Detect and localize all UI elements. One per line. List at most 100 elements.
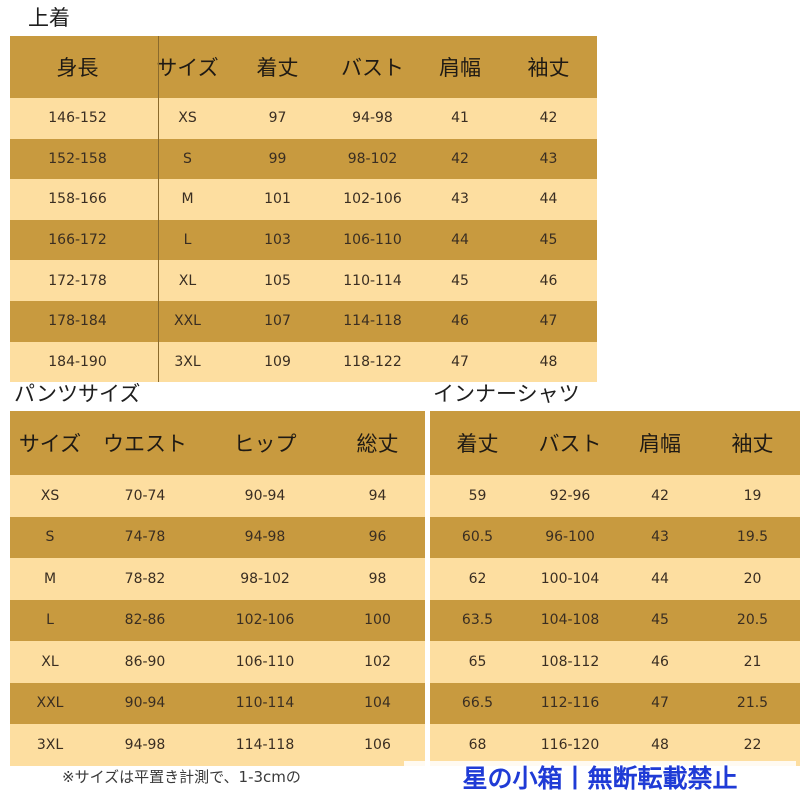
table-cell: 112-116	[540, 695, 600, 712]
jacket-header-cell: サイズ	[156, 56, 219, 80]
table-cell: 21	[743, 653, 762, 670]
table-cell: 45	[451, 272, 469, 289]
table-row: S 74-78 94-98 96	[10, 516, 425, 558]
table-row: 146-152 XS 97 94-98 41 42	[10, 98, 597, 139]
jacket-header-row: 身長 サイズ 着丈 バスト 肩幅 袖丈	[10, 36, 597, 98]
table-cell: 78-82	[124, 570, 166, 587]
table-cell: 94	[368, 487, 387, 504]
table-cell: 59	[468, 487, 487, 504]
table-cell: 104	[364, 695, 391, 712]
table-cell: 43	[539, 150, 558, 167]
table-row: XS 70-74 90-94 94	[10, 475, 425, 517]
pants-header-row: サイズ ウエスト ヒップ 総丈	[10, 411, 425, 475]
table-cell: 98-102	[347, 150, 398, 167]
table-cell: 94-98	[352, 110, 393, 127]
table-cell: 47	[539, 313, 558, 330]
table-cell: 102-106	[235, 612, 295, 629]
table-cell: M	[43, 570, 57, 587]
table-cell: 3XL	[174, 353, 201, 370]
table-cell: 60.5	[461, 529, 494, 546]
table-cell: 105	[264, 272, 291, 289]
table-cell: 110-114	[235, 695, 295, 712]
table-row: 152-158 S 99 98-102 42 43	[10, 138, 597, 180]
table-cell: 46	[651, 653, 669, 670]
watermark-text: 星の小箱丨無断転載禁止	[404, 761, 796, 793]
jacket-header-cell: 着丈	[256, 56, 299, 80]
table-cell: 103	[264, 232, 291, 249]
table-cell: S	[45, 529, 55, 546]
table-row: XL 86-90 106-110 102	[10, 641, 425, 683]
table-cell: 90-94	[244, 487, 286, 504]
table-cell: 90-94	[124, 695, 166, 712]
table-cell: 158-166	[48, 191, 107, 208]
table-cell: 41	[451, 110, 469, 127]
table-cell: 45	[651, 612, 669, 629]
table-cell: 45	[539, 232, 558, 249]
table-cell: 96-100	[545, 529, 595, 546]
table-cell: 96	[368, 529, 387, 546]
table-row: 65 108-112 46 21	[430, 641, 800, 683]
table-row: XXL 90-94 110-114 104	[10, 682, 425, 724]
column-divider	[158, 36, 159, 383]
table-cell: 106	[364, 736, 391, 753]
table-cell: 20.5	[736, 612, 769, 629]
table-cell: 42	[451, 150, 469, 167]
pants-size-table: サイズ ウエスト ヒップ 総丈 XS 70-74 90-94 94 S 74-78 94-98 96 M…	[10, 411, 425, 766]
table-row: 60.5 96-100 43 19.5	[430, 516, 800, 558]
table-cell: 43	[451, 191, 469, 208]
table-cell: 110-114	[343, 272, 402, 289]
table-cell: 152-158	[48, 150, 107, 167]
pants-header-cell: ヒップ	[233, 432, 297, 456]
table-cell: XXL	[174, 313, 201, 330]
table-cell: 82-86	[124, 612, 166, 629]
table-cell: 86-90	[124, 653, 166, 670]
table-cell: 100-104	[540, 570, 600, 587]
table-cell: 48	[539, 353, 558, 370]
table-cell: L	[183, 232, 192, 249]
table-cell: 22	[743, 736, 762, 753]
table-cell: 100	[364, 612, 391, 629]
pants-header-cell: ウエスト	[103, 432, 187, 456]
table-cell: 166-172	[48, 232, 107, 249]
jacket-header-cell: バスト	[341, 56, 404, 80]
footer-note: ※サイズは平置き計測で、1-3cmの	[62, 768, 301, 786]
table-cell: 46	[451, 313, 469, 330]
jacket-header-cell: 肩幅	[439, 56, 481, 80]
table-cell: 97	[268, 110, 287, 127]
table-cell: 106-110	[343, 232, 402, 249]
inner-header-cell: 着丈	[456, 432, 499, 456]
table-row: 172-178 XL 105 110-114 45 46	[10, 260, 597, 301]
jacket-title: 上着	[28, 6, 70, 30]
table-cell: 108-112	[540, 653, 600, 670]
table-cell: 99	[268, 150, 287, 167]
table-row: 68 116-120 48 22	[430, 724, 800, 766]
jacket-header-cell: 袖丈	[527, 56, 570, 80]
table-cell: 104-108	[540, 612, 600, 629]
inner-header-row: 着丈 バスト 肩幅 袖丈	[430, 411, 800, 475]
table-cell: 98-102	[240, 570, 290, 587]
table-cell: 42	[539, 110, 558, 127]
pants-header-cell: 総丈	[356, 432, 399, 456]
table-row: 3XL 94-98 114-118 106	[10, 724, 425, 766]
table-cell: 114-118	[343, 313, 402, 330]
table-row: M 78-82 98-102 98	[10, 558, 425, 600]
table-row: 63.5 104-108 45 20.5	[430, 599, 800, 641]
table-cell: 98	[368, 570, 387, 587]
table-cell: 63.5	[461, 612, 494, 629]
table-cell: 94-98	[244, 529, 286, 546]
table-cell: L	[46, 612, 54, 629]
table-cell: 74-78	[124, 529, 166, 546]
table-cell: XL	[178, 272, 197, 289]
inner-shirt-title: インナーシャツ	[433, 382, 580, 406]
table-cell: 19.5	[736, 529, 769, 546]
table-cell: 47	[651, 695, 669, 712]
inner-shirt-size-table: 着丈 バスト 肩幅 袖丈 59 92-96 42 19 60.5 96-100 43 19.5 62 10…	[430, 411, 800, 766]
table-cell: 20	[743, 570, 762, 587]
table-cell: 68	[468, 736, 487, 753]
table-cell: 184-190	[48, 353, 107, 370]
table-cell: 102	[364, 653, 391, 670]
table-cell: 47	[451, 353, 469, 370]
table-cell: 48	[651, 736, 669, 753]
table-cell: 44	[539, 191, 558, 208]
pants-header-cell: サイズ	[18, 432, 82, 456]
